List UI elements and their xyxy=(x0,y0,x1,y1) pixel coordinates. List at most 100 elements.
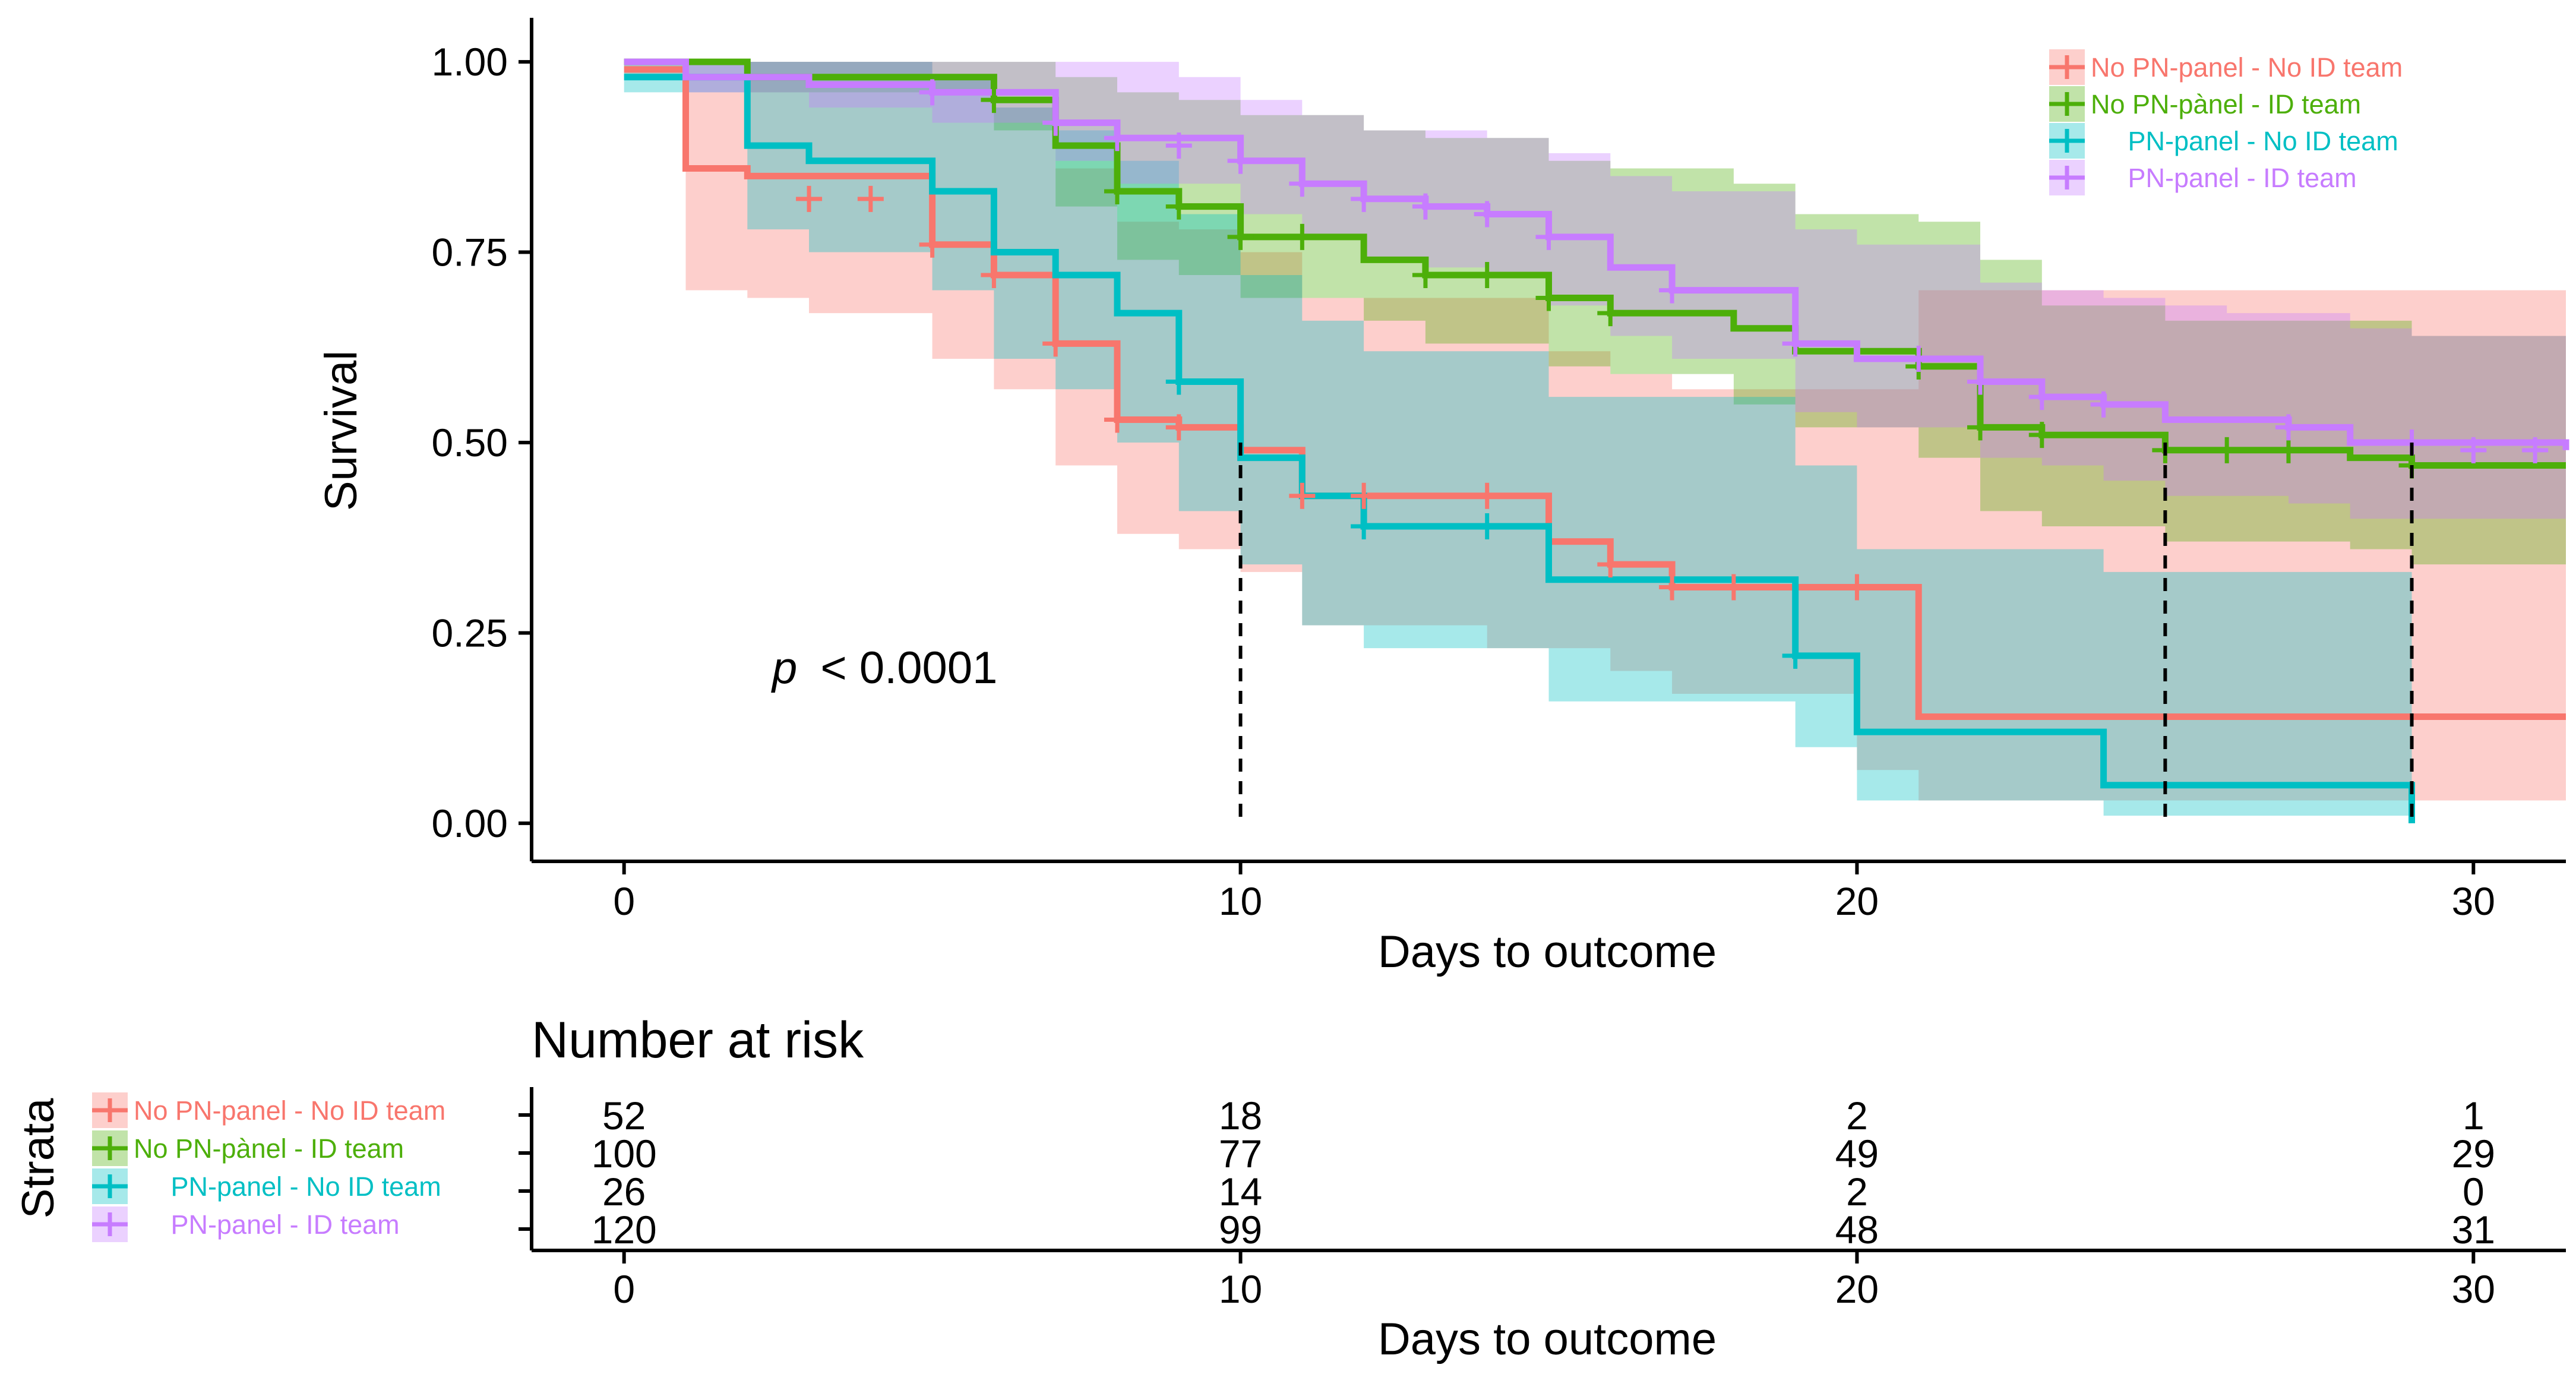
censor-mark xyxy=(1104,178,1130,204)
censor-mark xyxy=(1720,574,1747,601)
risk-count: 49 xyxy=(1835,1132,1879,1176)
survival-curve-pn-panel-no-id-team xyxy=(624,74,2415,823)
censor-mark xyxy=(1412,262,1439,288)
legend-key-line xyxy=(92,1174,128,1198)
risk-strata-label-no-pn-panel-no-id-team: No PN-panel - No ID team xyxy=(134,1095,445,1126)
legend-key-line xyxy=(92,1098,128,1122)
risk-count: 0 xyxy=(2463,1170,2485,1214)
risk-count: 1 xyxy=(2463,1094,2485,1138)
risk-count: 31 xyxy=(2452,1208,2495,1252)
risk-count: 120 xyxy=(592,1208,657,1252)
legend-label-pn-panel-id-team: PN-panel - ID team xyxy=(2091,163,2357,193)
legend-key-line xyxy=(2049,92,2085,116)
risk-count: 48 xyxy=(1835,1208,1879,1252)
censor-mark xyxy=(1351,513,1377,539)
censor-mark xyxy=(1967,368,1994,395)
censor-mark xyxy=(1535,223,1562,250)
censor-mark xyxy=(1165,368,1192,395)
censor-mark xyxy=(981,87,1007,113)
censor-mark xyxy=(1165,414,1192,441)
censor-mark xyxy=(1844,574,1870,601)
median-lines xyxy=(1238,443,2414,823)
pvalue-label: p < 0.0001 xyxy=(771,643,997,693)
censor-mark xyxy=(2214,437,2240,463)
censor-mark xyxy=(1289,170,1316,197)
risk-x-axis-title: Days to outcome xyxy=(1378,1314,1717,1364)
x-tick-label: 0 xyxy=(613,879,635,923)
censor-mark xyxy=(1535,285,1562,311)
censor-mark xyxy=(1474,262,1500,288)
censor-mark xyxy=(1659,574,1686,601)
legend-key-line xyxy=(92,1136,128,1160)
risk-count: 77 xyxy=(1219,1132,1262,1176)
risk-x-tick-label: 10 xyxy=(1219,1267,1262,1311)
ci-band-pn-panel-no-id-team xyxy=(624,62,2412,816)
risk-count: 26 xyxy=(602,1170,646,1214)
censor-mark xyxy=(1412,193,1439,220)
y-tick-label: 0.75 xyxy=(432,230,508,274)
censor-mark xyxy=(1967,414,1994,441)
risk-count: 52 xyxy=(602,1094,646,1138)
y-tick-label: 0.50 xyxy=(432,421,508,465)
censor-mark xyxy=(1104,406,1130,433)
censor-mark xyxy=(1227,147,1254,174)
censor-mark xyxy=(1042,330,1069,357)
censor-mark xyxy=(1042,109,1069,136)
main-axes: 0.00 0.25 0.50 0.75 1.00 0 10 20 30 xyxy=(432,18,2566,923)
risk-x-tick-label: 20 xyxy=(1835,1267,1879,1311)
y-axis-title: Survival xyxy=(316,350,366,511)
censor-mark xyxy=(1782,642,1809,669)
risk-count: 29 xyxy=(2452,1132,2495,1176)
censor-mark xyxy=(857,185,884,212)
x-axis-title: Days to outcome xyxy=(1378,927,1717,977)
censor-mark xyxy=(1104,125,1130,151)
risk-strata-label-no-pn-p-nel-id-team: No PN-pànel - ID team xyxy=(134,1133,404,1164)
risk-table-title: Number at risk xyxy=(532,1012,864,1069)
ci-band-no-pn-panel-no-id-team xyxy=(624,62,2566,801)
risk-count: 100 xyxy=(592,1132,657,1176)
censor-mark xyxy=(1289,482,1316,509)
legend-label-no-pn-panel-no-id-team: No PN-panel - No ID team xyxy=(2091,52,2403,83)
censor-mark xyxy=(796,185,823,212)
censor-mark xyxy=(1659,277,1686,304)
censor-mark xyxy=(2028,422,2055,448)
censor-mark xyxy=(1227,223,1254,250)
risk-strata-label-pn-panel-no-id-team: PN-panel - No ID team xyxy=(134,1171,441,1202)
censor-mark xyxy=(1597,300,1624,327)
censor-mark xyxy=(1474,513,1500,539)
censor-mark xyxy=(2275,414,2302,441)
risk-x-tick-label: 30 xyxy=(2452,1267,2495,1311)
legend-label-pn-panel-no-id-team: PN-panel - No ID team xyxy=(2091,126,2398,156)
censor-mark xyxy=(919,231,946,258)
censor-mark xyxy=(2028,384,2055,410)
censor-mark xyxy=(1351,185,1377,212)
legend-key-line xyxy=(2049,55,2085,79)
legend-key-line xyxy=(2049,129,2085,153)
legend-key-line xyxy=(92,1212,128,1236)
risk-x-tick-label: 0 xyxy=(613,1267,635,1311)
risk-count: 2 xyxy=(1846,1094,1868,1138)
pvalue-text: < 0.0001 xyxy=(820,643,997,693)
risk-y-axis-title: Strata xyxy=(13,1098,64,1218)
y-tick-label: 0.00 xyxy=(432,801,508,845)
pvalue-prefix: p xyxy=(771,643,797,693)
censor-mark xyxy=(2090,391,2117,418)
censor-mark xyxy=(1782,330,1809,357)
censor-mark xyxy=(1597,551,1624,578)
censor-mark xyxy=(1905,346,1932,372)
x-tick-label: 10 xyxy=(1219,879,1262,923)
legend-label-no-pn-p-nel-id-team: No PN-pànel - ID team xyxy=(2091,89,2361,119)
censor-mark xyxy=(1165,132,1192,159)
risk-count: 14 xyxy=(1219,1170,1262,1214)
x-tick-label: 30 xyxy=(2452,879,2495,923)
survival-curve-no-pn-p-nel-id-team xyxy=(624,58,2566,469)
censor-mark xyxy=(1351,482,1377,509)
legend: No PN-panel - No ID team No PN-pànel - ID… xyxy=(2049,49,2403,195)
censor-mark xyxy=(2522,437,2549,463)
risk-count: 99 xyxy=(1219,1208,1262,1252)
censor-mark xyxy=(1474,482,1500,509)
censor-mark xyxy=(1165,193,1192,220)
censor-mark xyxy=(919,79,946,106)
